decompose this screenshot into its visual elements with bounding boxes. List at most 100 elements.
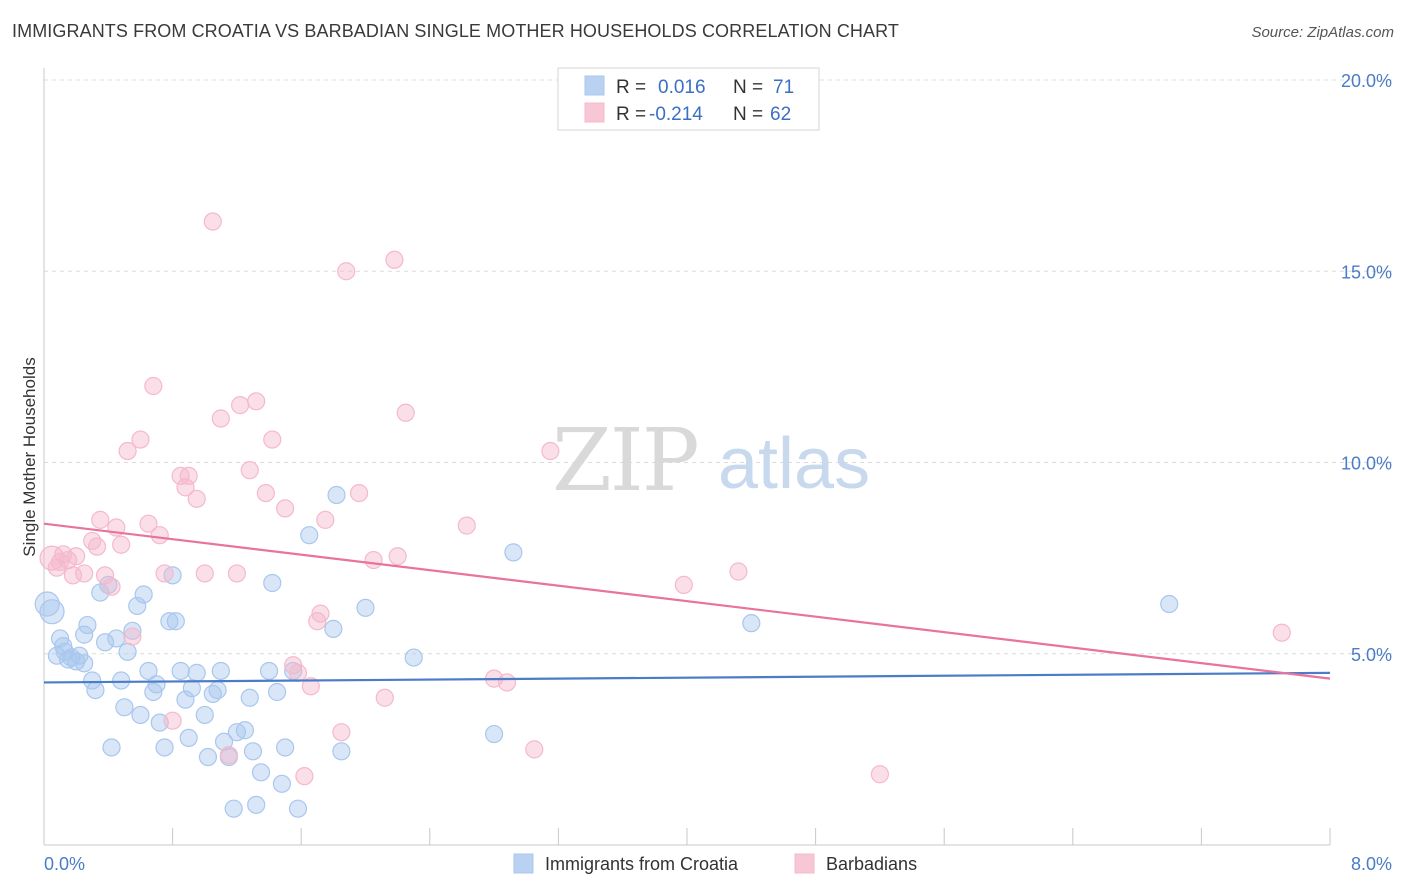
- data-point: [155, 738, 174, 757]
- data-point: [39, 599, 65, 625]
- series-points-0: [34, 485, 1179, 818]
- data-point: [742, 614, 761, 633]
- data-point: [364, 550, 383, 570]
- data-point: [163, 711, 182, 730]
- data-point: [112, 671, 131, 690]
- data-point: [107, 629, 126, 648]
- data-point: [356, 598, 375, 617]
- data-point: [128, 596, 147, 616]
- legend-r-value-0: 0.016: [658, 77, 706, 98]
- data-point: [219, 746, 238, 765]
- data-point: [83, 531, 102, 551]
- data-point: [525, 740, 544, 759]
- grid-lines: [44, 79, 1392, 655]
- x-tick-labels: 0.0% 8.0%: [44, 854, 1392, 874]
- data-point: [131, 430, 150, 449]
- data-point: [160, 612, 179, 631]
- data-point: [729, 562, 748, 581]
- data-point: [227, 564, 246, 583]
- data-point: [1272, 623, 1291, 642]
- data-point: [404, 648, 423, 667]
- correlation-legend: R = 0.016 N = 71 R = -0.214 N = 62: [557, 67, 820, 131]
- data-point: [63, 566, 83, 585]
- y-tick-label: 20.0%: [1341, 71, 1392, 91]
- data-point: [337, 262, 356, 281]
- data-point: [134, 585, 153, 604]
- data-point: [251, 763, 271, 782]
- data-point: [870, 765, 890, 784]
- data-point: [166, 612, 185, 631]
- data-point: [388, 547, 407, 566]
- data-point: [208, 680, 227, 700]
- legend-swatch-barbadians: [584, 102, 605, 123]
- data-point: [115, 698, 134, 717]
- data-point: [211, 409, 230, 428]
- data-point: [78, 615, 97, 635]
- data-point: [195, 564, 214, 583]
- data-point: [75, 564, 94, 583]
- data-point: [332, 742, 351, 761]
- data-point: [83, 671, 102, 690]
- data-point: [259, 661, 279, 681]
- trend-line-1: [43, 522, 1331, 680]
- data-point: [295, 767, 314, 786]
- y-tick-labels: 5.0% 10.0% 15.0% 20.0%: [1341, 71, 1392, 665]
- data-point: [211, 661, 230, 681]
- x-tick-label-max: 8.0%: [1351, 854, 1392, 874]
- data-point: [171, 661, 190, 681]
- data-point: [316, 510, 335, 529]
- data-point: [123, 627, 142, 646]
- data-point: [497, 673, 517, 692]
- y-tick-label: 5.0%: [1351, 645, 1392, 665]
- data-point: [203, 212, 222, 231]
- series-points-1: [39, 212, 1291, 786]
- data-point: [179, 466, 198, 485]
- bottom-legend-swatch-barbadians: [794, 853, 815, 874]
- data-point: [139, 514, 158, 533]
- bottom-legend-label-croatia: Immigrants from Croatia: [545, 854, 739, 874]
- series-legend: Immigrants from Croatia Barbadians: [513, 853, 917, 874]
- data-point: [541, 441, 560, 461]
- data-point: [235, 721, 255, 740]
- data-point: [240, 688, 259, 707]
- data-point: [247, 392, 266, 411]
- data-point: [147, 675, 166, 694]
- data-point: [75, 654, 94, 673]
- data-point: [139, 661, 158, 681]
- trend-line-0: [43, 671, 1331, 684]
- bottom-legend-label-barbadians: Barbadians: [826, 854, 917, 874]
- data-point: [396, 403, 415, 422]
- data-point: [276, 499, 295, 518]
- data-point: [231, 396, 250, 415]
- legend-n-value-0: 71: [773, 77, 794, 98]
- data-point: [240, 461, 259, 480]
- data-point: [34, 591, 60, 617]
- legend-n-label-1: N =: [733, 104, 763, 125]
- legend-r-label-0: R =: [616, 77, 646, 98]
- data-point: [176, 690, 195, 709]
- data-point: [123, 621, 142, 640]
- data-point: [118, 441, 137, 461]
- data-point: [87, 537, 107, 556]
- data-point: [504, 543, 523, 562]
- watermark-atlas: atlas: [718, 424, 870, 504]
- watermark: ZIP atlas: [552, 411, 870, 511]
- data-point: [118, 642, 137, 661]
- data-point: [243, 742, 263, 761]
- data-point: [327, 485, 346, 505]
- data-point: [485, 724, 504, 744]
- data-point: [95, 566, 115, 585]
- data-point: [385, 250, 404, 269]
- legend-swatch-croatia: [584, 75, 605, 96]
- data-point: [674, 575, 693, 595]
- data-point: [67, 547, 86, 566]
- data-point: [112, 535, 131, 554]
- data-point: [102, 577, 121, 596]
- data-point: [300, 526, 319, 545]
- axes: [43, 68, 1331, 846]
- data-point: [131, 705, 150, 725]
- data-point: [86, 680, 105, 700]
- data-point: [179, 728, 198, 748]
- data-point: [91, 510, 110, 529]
